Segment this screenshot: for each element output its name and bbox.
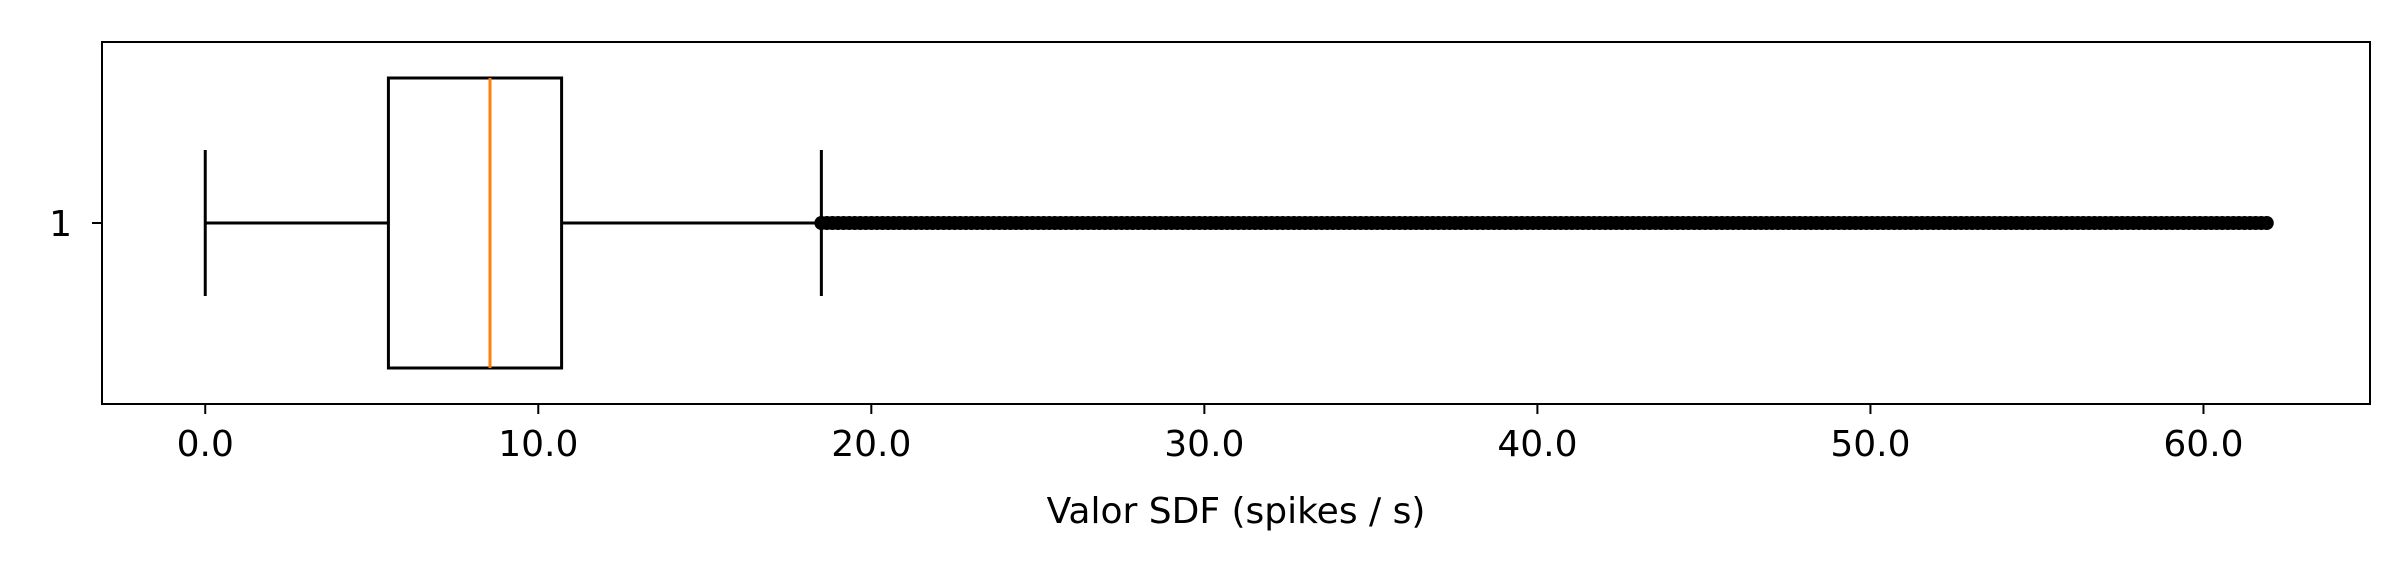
box-iqr [386,76,564,370]
y-axis: 1 [49,204,102,245]
x-axis: 0.0 10.0 20.0 30.0 40.0 50.0 60.0 [177,404,2244,465]
x-tick-label: 50.0 [1830,424,1910,465]
x-tick-label: 40.0 [1497,424,1577,465]
outlier-point [2259,216,2274,230]
x-tick-label: 20.0 [831,424,911,465]
y-tick-label: 1 [49,204,72,245]
x-tick-label: 0.0 [177,424,234,465]
outlier-points [814,216,2274,230]
x-tick-label: 30.0 [1164,424,1244,465]
chart-marks [203,76,2274,370]
x-tick-label: 60.0 [2163,424,2243,465]
x-axis-title: Valor SDF (spikes / s) [1047,491,1426,532]
x-tick-label: 10.0 [498,424,578,465]
